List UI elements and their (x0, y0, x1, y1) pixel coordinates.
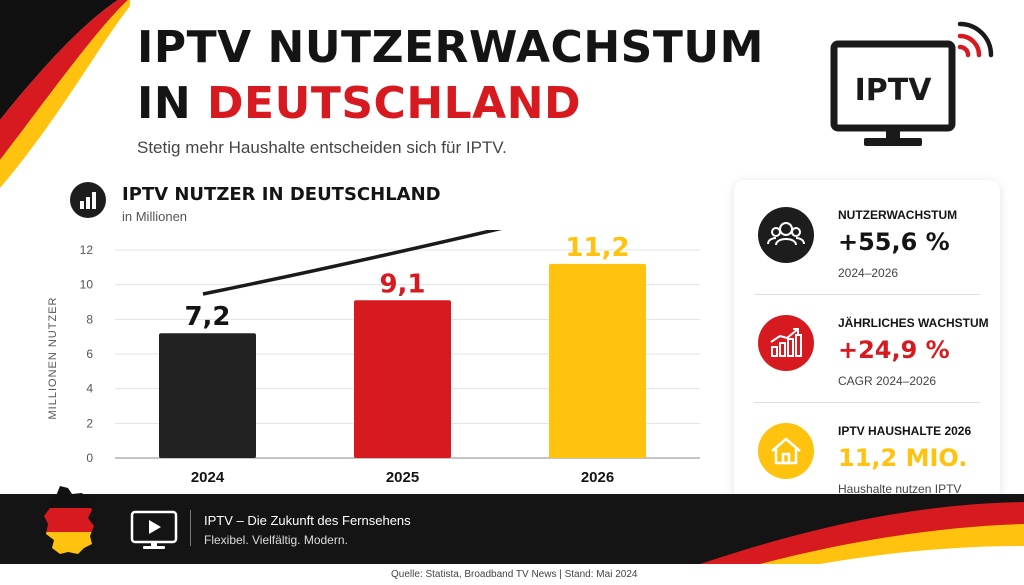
users-icon (767, 222, 805, 246)
x-tick-label: 2026 (581, 469, 614, 486)
chart-title: IPTV NUTZER IN DEUTSCHLAND (122, 184, 441, 205)
chart-subtitle: in Millionen (122, 209, 188, 224)
footer-bar (0, 494, 1024, 564)
y-tick-label: 8 (86, 312, 93, 326)
tv-play-icon (130, 510, 178, 549)
stat-sub: 2024–2026 (838, 266, 899, 280)
stat-value: +24,9 % (838, 336, 950, 364)
germany-map-icon (44, 486, 94, 554)
title-highlight: DEUTSCHLAND (207, 78, 582, 129)
bar-chart-icon (70, 182, 106, 218)
footer-separator (190, 510, 191, 546)
stat-icon-circle (758, 207, 814, 263)
stats-card: NUTZERWACHSTUM +55,6 % 2024–2026 JÄHRLIC… (734, 180, 1000, 500)
x-tick-label: 2024 (191, 469, 225, 486)
tv-label: IPTV (855, 73, 933, 108)
bar-chart: 0 2 4 6 8 10 12 MILLIONEN NUTZER 7,2 9,1 11,2 20… (47, 230, 700, 486)
growth-chart-icon (770, 328, 802, 357)
footer-title: IPTV – Die Zukunft des Fernsehens (204, 513, 411, 528)
divider (754, 294, 980, 295)
house-icon (771, 437, 801, 465)
bar-2026 (549, 263, 646, 458)
x-tick-label: 2025 (386, 469, 419, 486)
stat-icon-circle (758, 423, 814, 479)
stat-label: JÄHRLICHES WACHSTUM (838, 316, 989, 330)
source-note: Quelle: Statista, Broadband TV News | St… (391, 569, 638, 580)
stat-value: +55,6 % (838, 228, 950, 256)
y-tick-label: 12 (80, 243, 94, 257)
title-prefix: IN (137, 78, 208, 129)
bar-value-label: 9,1 (379, 269, 425, 299)
stat-annual-growth: JÄHRLICHES WACHSTUM +24,9 % CAGR 2024–20… (734, 288, 1000, 392)
y-tick-label: 6 (86, 347, 93, 361)
bar-2025 (354, 300, 451, 458)
y-tick-label: 10 (80, 278, 94, 292)
y-tick-label: 0 (86, 451, 93, 465)
page-title-line-1: IPTV NUTZERWACHSTUM (137, 22, 764, 73)
stat-icon-circle (758, 315, 814, 371)
stat-sub: CAGR 2024–2026 (838, 374, 937, 388)
page-subtitle: Stetig mehr Haushalte entscheiden sich f… (137, 138, 507, 157)
stat-user-growth: NUTZERWACHSTUM +55,6 % 2024–2026 (734, 180, 1000, 284)
stat-value: 11,2 MIO. (838, 444, 968, 472)
flag-swoosh-decoration (0, 0, 130, 188)
bar-2024 (159, 333, 256, 458)
y-tick-label: 2 (86, 416, 93, 430)
stat-label: NUTZERWACHSTUM (838, 208, 958, 222)
page-title-line-2: IN DEUTSCHLAND (137, 82, 581, 126)
stat-sub: Haushalte nutzen IPTV (838, 482, 962, 496)
divider (754, 402, 980, 403)
stat-households: IPTV HAUSHALTE 2026 11,2 MIO. Haushalte … (734, 396, 1000, 500)
signal-waves-icon (957, 21, 994, 58)
footer-tagline: Flexibel. Vielfältig. Modern. (204, 533, 348, 547)
y-axis-label: MILLIONEN NUTZER (47, 297, 59, 420)
bar-value-label: 7,2 (184, 302, 230, 332)
bar-value-label: 11,2 (565, 233, 629, 263)
y-tick-label: 4 (86, 382, 93, 396)
tv-icon: IPTV (830, 21, 994, 146)
stat-label: IPTV HAUSHALTE 2026 (838, 424, 972, 438)
trend-arrow (202, 230, 503, 296)
